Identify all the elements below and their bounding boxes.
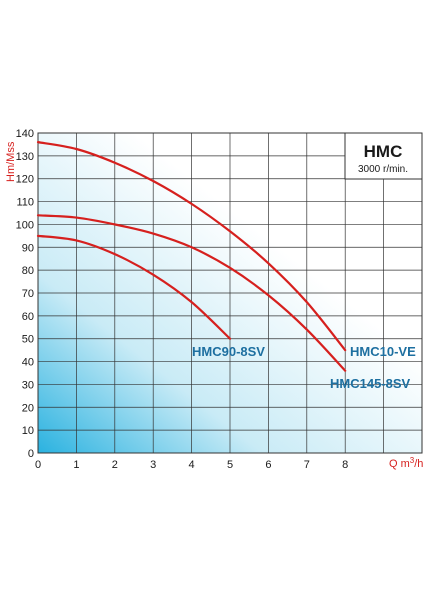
- curve-hmc10-ve: [36, 141, 347, 352]
- y-tick-label: 70: [22, 288, 34, 300]
- x-tick-label: 4: [189, 459, 195, 471]
- y-tick-label: 0: [28, 448, 34, 460]
- y-tick-label: 90: [22, 242, 34, 254]
- x-tick-label: 3: [150, 459, 156, 471]
- y-tick-label: 140: [16, 128, 34, 140]
- curves: [36, 141, 347, 372]
- y-tick-label: 120: [16, 174, 34, 186]
- grid: [38, 133, 422, 453]
- x-tick-label: 2: [112, 459, 118, 471]
- title-box: HMC 3000 r/min.: [344, 132, 423, 180]
- y-tick-label: 60: [22, 311, 34, 323]
- curve-hmc90-8sv: [36, 234, 232, 340]
- x-tick-labels: 0 1 2 3 4 5 6 7 8: [35, 459, 348, 471]
- series-label-hmc90-8sv: HMC90-8SV: [192, 344, 265, 359]
- plot-frame: [37, 132, 423, 454]
- y-tick-label: 130: [16, 151, 34, 163]
- x-tick-label: 1: [73, 459, 79, 471]
- x-tick-label: 0: [35, 459, 41, 471]
- chart-subtitle: 3000 r/min.: [358, 164, 408, 175]
- y-tick-label: 30: [22, 379, 34, 391]
- x-axis-title-sup: 3: [410, 456, 415, 465]
- series-label-hmc10-ve: HMC10-VE: [350, 344, 416, 359]
- y-axis-title: Hm/Mss: [5, 141, 17, 182]
- series-labels: HMC10-VE HMC145-8SV HMC90-8SV: [192, 344, 416, 391]
- chart-title: HMC: [364, 142, 403, 161]
- x-axis-title-main: Q m: [389, 458, 410, 470]
- curve-hmc145-8sv: [36, 214, 347, 372]
- y-tick-label: 10: [22, 425, 34, 437]
- x-axis-title: Q m3/h: [389, 456, 423, 470]
- y-tick-label: 20: [22, 402, 34, 414]
- x-tick-label: 7: [304, 459, 310, 471]
- y-tick-label: 40: [22, 357, 34, 369]
- x-tick-label: 6: [265, 459, 271, 471]
- x-tick-label: 5: [227, 459, 233, 471]
- x-tick-label: 8: [342, 459, 348, 471]
- y-tick-label: 100: [16, 219, 34, 231]
- series-label-hmc145-8sv: HMC145-8SV: [330, 376, 411, 391]
- x-axis-title-tail: /h: [414, 458, 423, 470]
- y-tick-label: 110: [16, 197, 34, 209]
- y-tick-labels: 0 10 20 30 40 50 60 70 80 90 100 110 120 130 140: [16, 128, 34, 460]
- y-tick-label: 50: [22, 334, 34, 346]
- y-tick-label: 80: [22, 265, 34, 277]
- title-box-frame: [344, 132, 423, 180]
